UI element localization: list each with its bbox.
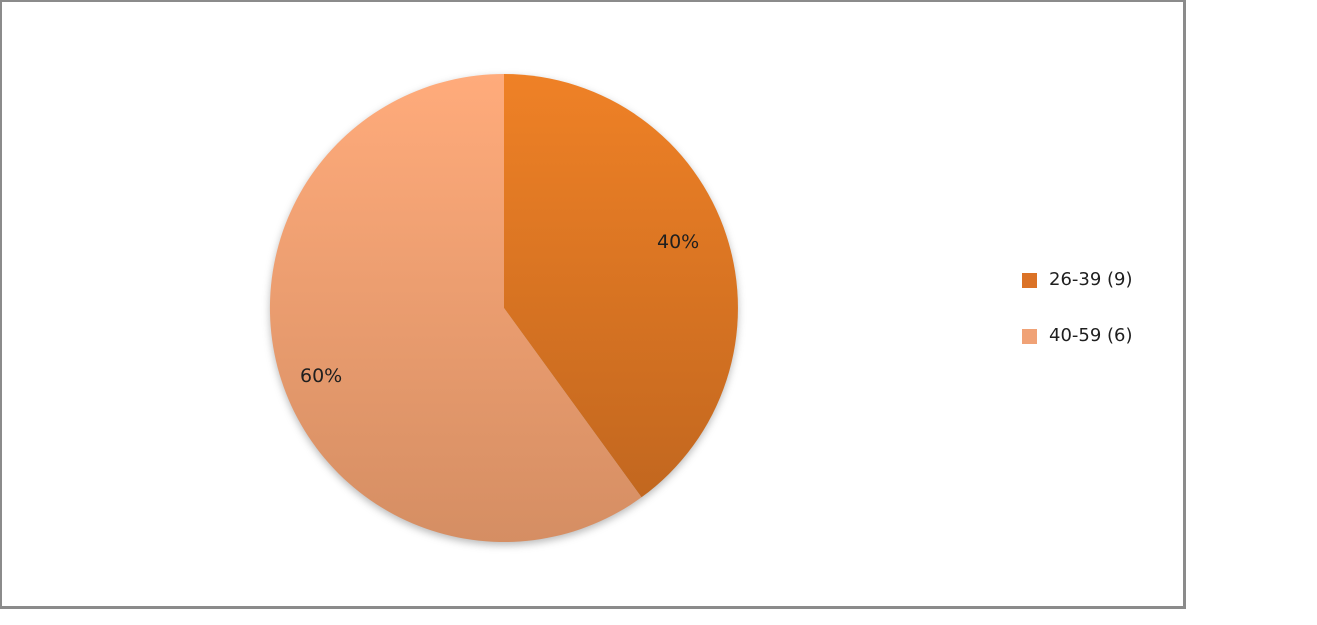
pie-chart (269, 73, 738, 542)
pie-slice-26-39 (504, 74, 738, 498)
legend: 26-39 (9) 40-59 (6) (1022, 271, 1133, 345)
legend-swatch-rect (1022, 272, 1037, 288)
legend-item-40-59: 40-59 (6) (1022, 327, 1133, 345)
legend-label-26-39: 26-39 (9) (1049, 269, 1133, 290)
legend-label-40-59: 40-59 (6) (1049, 325, 1133, 346)
pie-slice-40-59 (269, 73, 642, 542)
chart-frame: 40% 60% 26-39 (9) 40-59 (6) (0, 0, 1186, 609)
legend-item-26-39: 26-39 (9) (1022, 271, 1133, 289)
legend-swatch-rect (1022, 328, 1037, 344)
data-label-26-39: 40% (657, 231, 700, 253)
legend-swatch-40-59-icon (1022, 328, 1037, 344)
data-label-40-59: 60% (300, 365, 343, 387)
legend-swatch-26-39-icon (1022, 272, 1037, 288)
